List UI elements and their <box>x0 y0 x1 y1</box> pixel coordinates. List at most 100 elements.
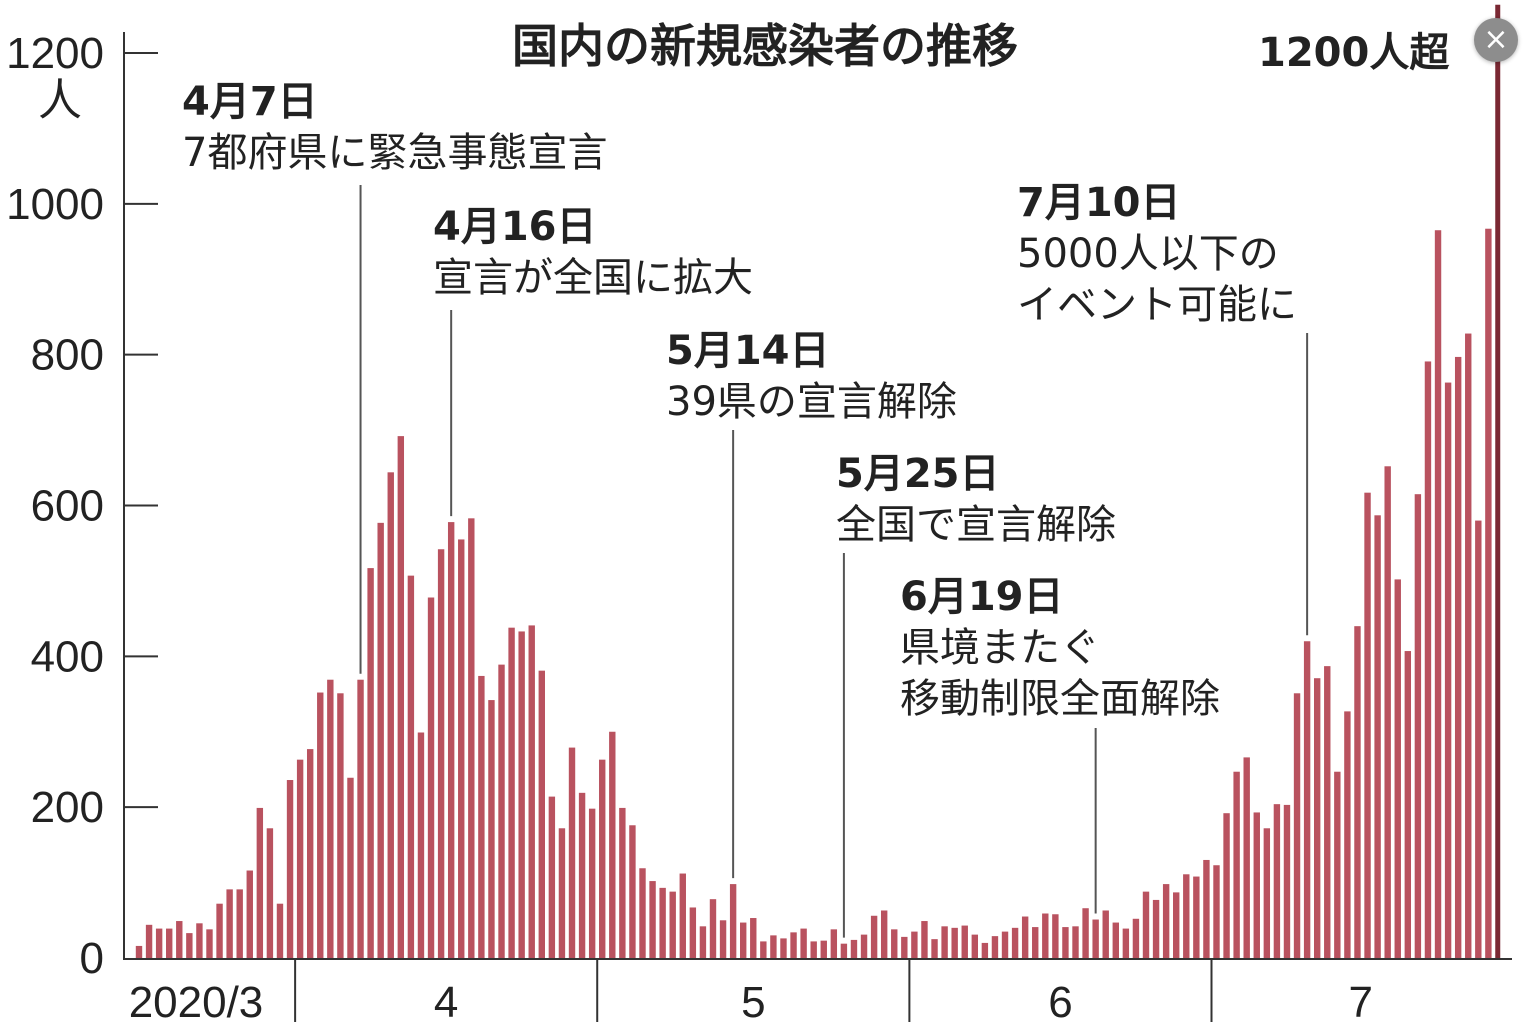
bar <box>1183 874 1190 958</box>
bar <box>729 884 737 958</box>
x-tick-label: 7 <box>1349 978 1373 1024</box>
bar <box>840 943 848 958</box>
bar <box>901 936 908 958</box>
close-button[interactable]: × <box>1474 18 1518 62</box>
bar <box>1082 908 1089 958</box>
bar <box>971 934 979 958</box>
bar <box>850 939 858 958</box>
bar <box>991 936 999 958</box>
bar <box>1032 927 1039 958</box>
bar <box>1132 918 1140 958</box>
x-ticks-group: 2020/3 4 5 6 7 <box>129 959 1373 1024</box>
bar <box>1193 876 1200 958</box>
bar <box>1021 916 1029 958</box>
bar <box>1354 626 1361 958</box>
bar <box>860 934 868 958</box>
bar <box>639 868 646 958</box>
bar <box>1122 928 1130 958</box>
chart-title: 国内の新規感染者の推移 <box>512 19 1018 73</box>
bar <box>1475 520 1482 958</box>
bar <box>488 700 495 958</box>
bar <box>1011 927 1019 958</box>
bar <box>619 807 626 958</box>
bar <box>1434 230 1442 958</box>
bar <box>1072 926 1079 958</box>
annotation-text: 5000人以下の <box>1017 231 1279 277</box>
y-ticks-group: 0 200 400 800 600 1000 1200 <box>6 29 158 983</box>
bar <box>186 933 193 958</box>
axes-group <box>123 32 1512 960</box>
bar <box>1394 579 1401 958</box>
bar <box>1142 891 1150 958</box>
bar <box>981 942 989 958</box>
bar <box>447 522 455 958</box>
bar <box>679 873 686 958</box>
bar <box>1283 804 1291 958</box>
bar <box>1042 913 1049 958</box>
bar <box>468 518 475 958</box>
bar <box>649 881 656 958</box>
bar <box>1454 356 1462 958</box>
bar <box>548 796 556 958</box>
bar <box>1384 466 1391 958</box>
y-unit-label: 人 <box>38 76 82 125</box>
annotation-date: 5月25日 <box>836 451 1000 497</box>
x-tick-label: 6 <box>1048 978 1072 1024</box>
annotation: 5月14日 39県の宣言解除 <box>666 328 957 879</box>
bar <box>1052 914 1059 958</box>
bar <box>941 926 948 958</box>
bar <box>1102 910 1109 958</box>
bar <box>599 759 606 958</box>
bar <box>669 891 676 958</box>
bar <box>719 920 727 958</box>
bar <box>317 692 324 958</box>
bar <box>518 631 525 958</box>
bar <box>800 928 807 958</box>
bar <box>568 747 576 958</box>
annotation-date: 7月10日 <box>1017 180 1181 226</box>
bar <box>740 922 747 958</box>
bar <box>1334 771 1341 958</box>
bar <box>327 679 334 958</box>
bar <box>1374 515 1381 958</box>
y-tick-label: 200 <box>31 783 104 832</box>
bar <box>347 777 354 958</box>
bar <box>1092 919 1099 958</box>
bar <box>1062 927 1069 958</box>
annotation-text: 県境またぐ <box>900 625 1100 671</box>
bar <box>931 939 938 958</box>
bar <box>810 941 817 958</box>
bar <box>1243 757 1250 958</box>
bar <box>1213 865 1220 958</box>
y-tick-label: 600 <box>31 482 104 531</box>
bar <box>266 828 274 958</box>
bar <box>588 808 596 958</box>
bar <box>1404 651 1412 958</box>
annotation-date: 4月16日 <box>433 204 597 250</box>
y-tick-label: 1000 <box>6 180 104 229</box>
bar <box>1223 813 1230 958</box>
bar <box>427 597 435 958</box>
bar <box>1424 361 1432 958</box>
bar <box>306 749 314 958</box>
bar <box>458 539 465 958</box>
annotations-group: 4月7日7都府県に緊急事態宣言4月16日宣言が全国に拡大5月14日39県の宣言解… <box>182 79 1309 938</box>
bar <box>176 921 183 958</box>
bar <box>1344 711 1351 958</box>
bar <box>699 926 707 958</box>
annotation: 4月7日 7都府県に緊急事態宣言 <box>182 79 607 674</box>
close-icon: × <box>1483 22 1509 57</box>
bar <box>659 887 666 958</box>
bar <box>1293 693 1301 958</box>
bar <box>407 575 415 958</box>
bar <box>1414 494 1422 958</box>
bar <box>246 870 253 958</box>
bar <box>508 627 515 958</box>
bar <box>387 472 394 958</box>
bar <box>1313 678 1321 958</box>
y-tick-label: 0 <box>80 934 104 983</box>
bar <box>166 928 173 958</box>
bar <box>498 664 505 958</box>
